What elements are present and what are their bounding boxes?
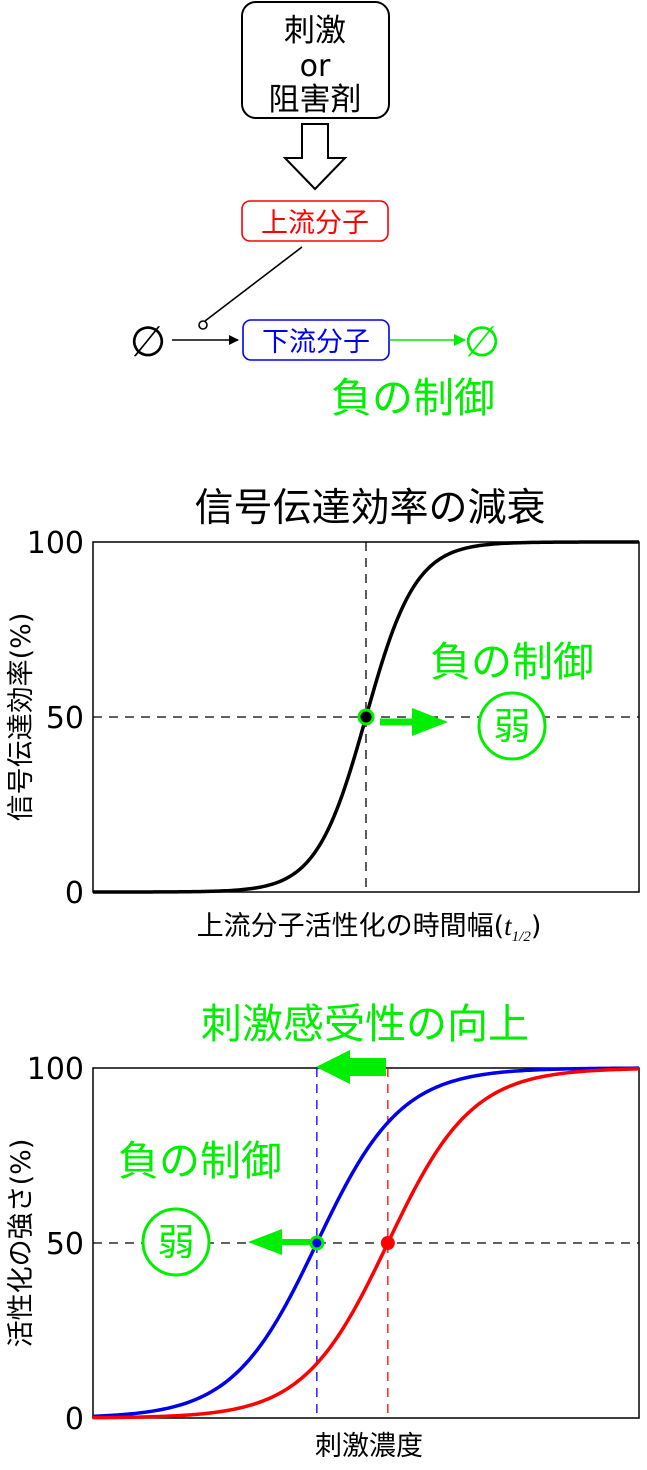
chart-2-series-blue — [92, 1066, 640, 1419]
catalysis-node — [198, 320, 208, 330]
chart-2-left-arrow-head — [248, 1229, 282, 1255]
chart-1-ytick-50: 50 — [46, 701, 84, 736]
stimulus-line-1: 刺激 — [284, 13, 346, 49]
null-sink-symbol: ∅ — [464, 317, 501, 366]
chart-2-shift-arrow — [316, 1050, 386, 1084]
chart-2-series-red — [92, 1067, 640, 1420]
chart-1-circled-char: 弱 — [494, 705, 531, 748]
chart-2-point-red — [380, 1236, 395, 1250]
chart-2-point-blue — [309, 1235, 325, 1251]
chart-1-xlabel-italic: t — [504, 911, 513, 941]
chart-1-ylabel: 信号伝達効率(%) — [6, 613, 37, 822]
chart-1-xlabel-main: 上流分子活性化の時間幅( — [197, 911, 505, 942]
chart-1-circled-mark — [477, 691, 547, 761]
chart-1-shift-arrow-head — [412, 708, 448, 736]
chart-2-circled-mark — [141, 1207, 211, 1277]
chart-1-xlabel-sub: 1/2 — [512, 929, 532, 945]
stimulus-line-3: 阻害剤 — [269, 82, 362, 118]
chart-1-annotation: 負の制御 — [430, 638, 594, 686]
chart-2-circled-char: 弱 — [158, 1221, 195, 1264]
chart-2-title: 刺激感受性の向上 — [201, 1000, 529, 1048]
stimulus-line-2: or — [300, 49, 331, 84]
chart-2-ylabel: 活性化の強さ(%) — [6, 1139, 37, 1348]
downstream-box — [242, 319, 390, 361]
chart-1-title: 信号伝達効率の減衰 — [194, 486, 545, 531]
chart-2-ytick-0: 0 — [65, 1402, 84, 1437]
null-source-symbol: ∅ — [130, 317, 167, 366]
chart-2: 刺激感受性の向上 負の制御 弱 100 50 0 活性化の強さ(%) 刺激濃度 — [6, 1000, 640, 1462]
chart-2-annotation: 負の制御 — [118, 1137, 282, 1185]
chart-2-xlabel: 刺激濃度 — [315, 1431, 423, 1462]
negative-control-label: 負の制御 — [331, 374, 495, 422]
chart-1-xlabel: 上流分子活性化の時間幅(t1/2) — [197, 911, 542, 945]
stimulus-box — [241, 1, 390, 119]
pathway-diagram: 刺激 or 阻害剤 上流分子 ∅ 下流分子 ∅ 負の制御 — [130, 1, 501, 422]
chart-1-ytick-0: 0 — [65, 876, 84, 911]
downstream-label: 下流分子 — [262, 327, 370, 358]
chart-2-ytick-50: 50 — [46, 1227, 84, 1262]
stimulus-arrow — [282, 123, 348, 191]
catalysis-line — [204, 246, 303, 322]
upstream-label: 上流分子 — [261, 208, 369, 239]
chart-1-ytick-100: 100 — [27, 526, 84, 561]
chart-1-point — [357, 708, 375, 726]
chart-1: 信号伝達効率の減衰 負の制御 弱 100 50 0 信号伝達効率(%) 上流分子… — [6, 486, 640, 945]
upstream-box — [241, 200, 389, 242]
chart-2-ytick-100: 100 — [27, 1052, 84, 1087]
chart-1-xlabel-close: ) — [531, 911, 542, 942]
